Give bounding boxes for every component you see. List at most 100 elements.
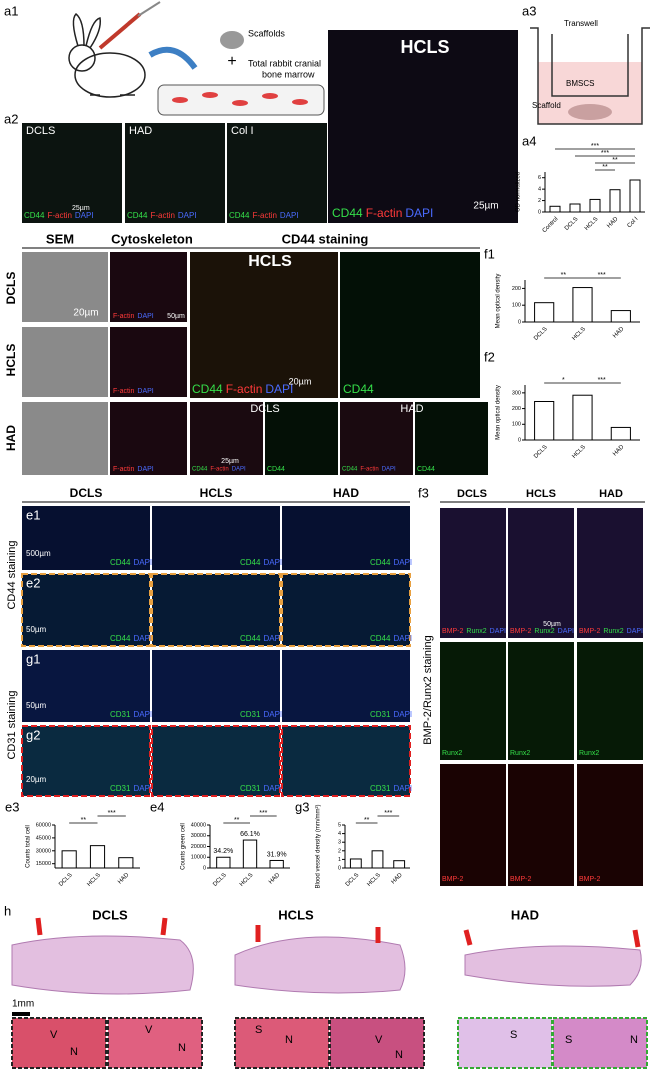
stain-label: DAPI: [178, 211, 197, 220]
stain-label: Runx2: [603, 628, 623, 635]
significance: **: [364, 817, 370, 824]
tissue-mark: V: [50, 1029, 58, 1041]
stain-label: Runx2: [442, 750, 462, 757]
x-tick-label: HAD: [606, 216, 620, 230]
x-tick-label: HAD: [612, 444, 626, 458]
micrograph: [340, 252, 480, 398]
x-tick-label: HCLS: [571, 326, 587, 342]
label: 500µm: [26, 549, 51, 558]
tissue-mark: N: [285, 1034, 293, 1046]
stain-label: CD44: [343, 382, 374, 396]
red-arrows: [35, 917, 641, 948]
bar: [609, 189, 621, 213]
stain-label: CD31: [370, 710, 391, 719]
stain-label: DAPI: [75, 211, 94, 220]
stain-label: F-actin: [150, 211, 174, 220]
y-tick-label: 1: [338, 857, 341, 863]
y-tick-label: 30000: [36, 848, 51, 854]
significance: ***: [598, 272, 606, 279]
dish-cells: [172, 92, 308, 106]
label: +: [227, 53, 236, 70]
label: HAD: [333, 486, 359, 500]
y-tick-label: 20000: [191, 844, 206, 850]
he-micrograph: [107, 1017, 203, 1069]
label: HCLS: [526, 488, 556, 500]
x-tick-label: HCLS: [584, 216, 600, 232]
micrograph: [577, 508, 643, 638]
he-micrograph: [11, 1017, 107, 1069]
arrow: [148, 46, 198, 70]
label: HAD: [129, 125, 152, 137]
x-tick-label: Col I: [627, 216, 640, 229]
stain-label: DAPI: [133, 634, 152, 643]
tissue-mark: S: [565, 1034, 572, 1046]
panel-letter: f2: [484, 349, 495, 364]
bar-note: 34.2%: [213, 848, 233, 855]
micrograph: [415, 402, 488, 475]
y-axis-label: Mean optical density: [496, 385, 502, 440]
stain-label: BMP-2: [510, 628, 532, 635]
stain-label: DAPI: [393, 634, 412, 643]
stain-label: DAPI: [263, 710, 282, 719]
micrograph: [152, 650, 280, 722]
bar: [89, 845, 106, 869]
stain-label: CD44: [332, 206, 363, 220]
tissue-mark: S: [255, 1024, 262, 1036]
y-tick-label: 45000: [36, 835, 51, 841]
x-tick-label: HCLS: [239, 872, 255, 888]
stain-label: DAPI: [137, 313, 153, 320]
stain-label: DAPI: [133, 784, 152, 793]
micrograph: [227, 123, 327, 223]
label: CD31 staining: [6, 690, 18, 759]
label: DCLS: [457, 488, 487, 500]
stain-label: BMP-2: [442, 628, 464, 635]
micrograph: [265, 402, 338, 475]
stain-label: CD44: [192, 382, 223, 396]
stain-label: Runx2: [534, 628, 554, 635]
y-tick-label: 30000: [191, 833, 206, 839]
label: HCLS: [278, 907, 314, 922]
y-axis-label: Counts green cell: [181, 823, 187, 870]
y-tick-label: 0: [518, 319, 521, 325]
x-tick-label: DCLS: [58, 872, 74, 888]
micrograph: [440, 764, 506, 886]
bar: [572, 394, 593, 441]
y-tick-label: 4: [538, 187, 541, 193]
micrograph: [577, 764, 643, 886]
panel-letter: f3: [418, 485, 429, 500]
y-tick-label: 4: [338, 831, 341, 837]
stain-label: BMP-2: [579, 876, 601, 883]
stain-label: F-actin: [252, 211, 276, 220]
label: SEM: [46, 231, 74, 246]
micrograph: [282, 506, 410, 570]
label: 50µm: [543, 621, 561, 628]
y-axis-label: OD normalized: [516, 172, 522, 212]
stain-label: CD44: [110, 558, 131, 567]
label: CD44 staining: [6, 540, 18, 609]
significance: **: [234, 817, 240, 824]
stain-label: Runx2: [510, 750, 530, 757]
he-sections: [11, 935, 642, 995]
label: HAD: [400, 403, 423, 415]
panel-letter: e2: [26, 575, 40, 590]
x-tick-label: HAD: [612, 326, 626, 340]
scale-bar: [12, 1012, 30, 1016]
bar: [61, 850, 77, 869]
tissue-mark: V: [375, 1034, 383, 1046]
panel-letter: a3: [522, 3, 536, 18]
y-tick-label: 100: [512, 422, 521, 428]
y-axis-label: Blood vessel density (mm/mm²): [316, 804, 322, 888]
bar: [534, 401, 555, 441]
tissue-mark: N: [630, 1034, 638, 1046]
stain-label: CD44: [110, 634, 131, 643]
x-tick-label: Control: [542, 216, 560, 234]
bar: [589, 198, 601, 213]
bar: [393, 860, 406, 869]
y-tick-label: 0: [338, 865, 341, 871]
tissue-mark: N: [395, 1049, 403, 1061]
bar: [269, 859, 284, 869]
stain-label: F-actin: [210, 467, 228, 473]
bar: [371, 850, 384, 869]
x-tick-label: DCLS: [533, 444, 549, 460]
micrograph: [151, 573, 281, 647]
